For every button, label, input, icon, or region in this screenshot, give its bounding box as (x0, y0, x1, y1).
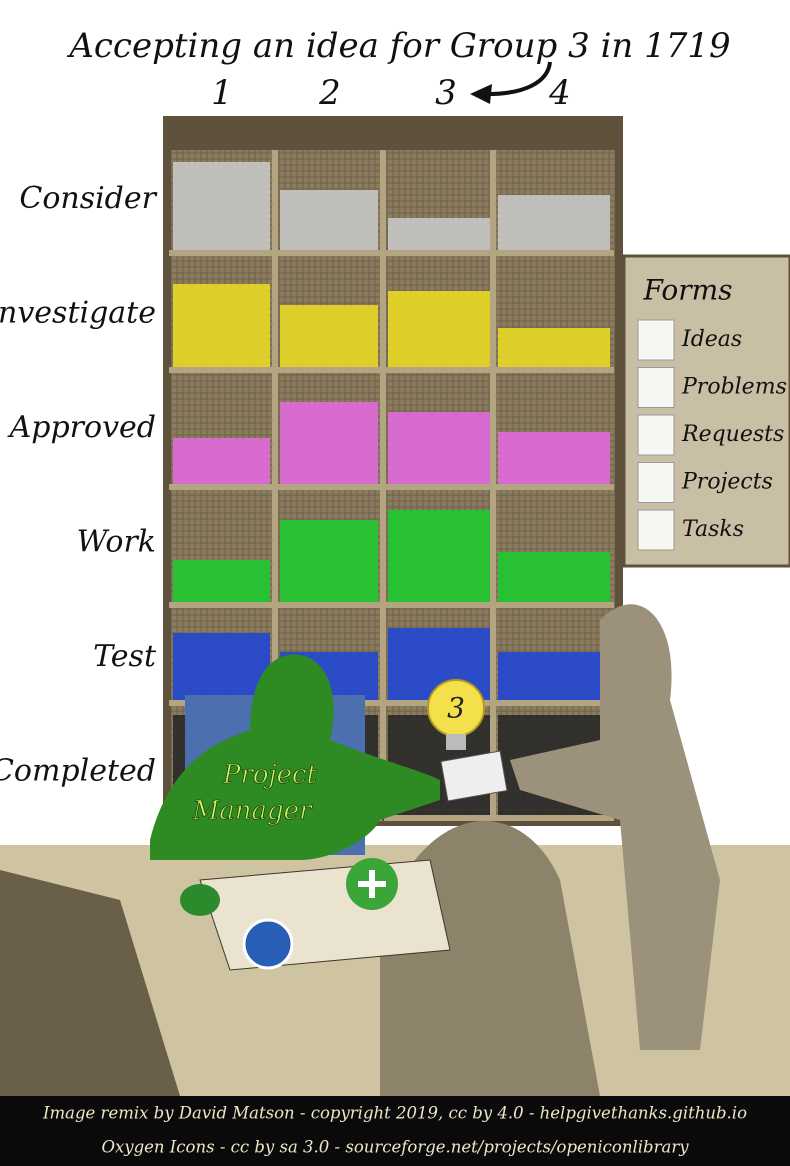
form-item: Ideas (681, 327, 742, 352)
form-item: Problems (681, 375, 787, 400)
form-item: Requests (681, 422, 784, 447)
fabric-stack (498, 432, 610, 484)
shelf-board (384, 250, 494, 256)
form-icon (637, 319, 675, 361)
bulb-base (446, 734, 466, 750)
row-label: Investigate (0, 296, 156, 331)
arrow-head (470, 84, 492, 104)
shelf-board (276, 602, 382, 608)
fabric-stack (498, 652, 610, 700)
shelf-board (494, 700, 614, 706)
forms-title: Forms (642, 274, 732, 307)
shelf-board (169, 367, 274, 373)
divider (490, 150, 496, 818)
row-label: Completed (0, 754, 156, 789)
shelf-board (169, 484, 274, 490)
bug-icon (180, 884, 220, 916)
desk (199, 859, 451, 971)
arrow (487, 61, 552, 96)
fabric-stack (280, 305, 378, 367)
shelf-board (384, 484, 494, 490)
row-label: Work (77, 525, 156, 560)
shelf-board (276, 367, 382, 373)
row-label: Test (93, 639, 157, 674)
fabric-stack (388, 510, 490, 602)
form-item: Tasks (682, 517, 744, 542)
shelf-board (494, 367, 614, 373)
form-icon (637, 509, 675, 551)
shelf-board (494, 815, 614, 821)
title: Accepting an idea for Group 3 in 1719 (66, 26, 730, 66)
footer-line: Image remix by David Matson - copyright … (42, 1104, 747, 1123)
form-icon (637, 462, 675, 503)
plus-sign (358, 870, 386, 898)
manager-label: Manager (192, 796, 313, 826)
shelf-board (494, 250, 614, 256)
form-icon (637, 414, 675, 456)
column-labels: 1 2 3 4 (211, 73, 571, 113)
fabric-stack (173, 162, 270, 250)
column-label: 2 (318, 73, 341, 113)
manager-label: Project (222, 760, 318, 790)
clock-icon (242, 918, 294, 970)
row-label: Consider (19, 181, 157, 216)
shelf-board (494, 602, 614, 608)
figure-standing (510, 604, 720, 1050)
column-label: 4 (548, 73, 571, 113)
column-label: 1 (211, 73, 233, 113)
row-label: Approved (7, 410, 156, 445)
row-labels: Consider Investigate Approved Work Test Compl… (0, 181, 158, 789)
shelf-board (276, 484, 382, 490)
divider (380, 150, 386, 818)
fabric-stack (498, 552, 610, 602)
shelf-board (494, 484, 614, 490)
fabric-stack (280, 402, 378, 484)
fabric-stack (280, 190, 378, 250)
fabric-stack (498, 328, 610, 367)
shelf-board (384, 815, 494, 821)
paper (440, 750, 508, 802)
shelf-board (276, 250, 382, 256)
fabric-stack (388, 218, 490, 250)
column-label: 3 (435, 73, 457, 113)
shelf-board (169, 250, 274, 256)
forms-list: Ideas Problems Requests Projects Tasks (637, 319, 787, 551)
fabric-stack (280, 520, 378, 602)
fabric-stack (498, 195, 610, 250)
form-item: Projects (681, 470, 773, 495)
fabric-stack (173, 560, 270, 602)
divider (272, 150, 278, 818)
fabric-stack (173, 633, 270, 700)
fabric-stack (173, 438, 270, 484)
fabric-stack (173, 284, 270, 367)
shelf-board (169, 602, 274, 608)
figure-left (0, 870, 180, 1096)
fabric-stack (388, 412, 490, 484)
fabric-stack (388, 291, 490, 367)
bulb-label: 3 (447, 692, 465, 725)
manager-figure (150, 654, 440, 860)
form-icon (637, 367, 675, 408)
shelf-board (384, 367, 494, 373)
footer-line: Oxygen Icons - cc by sa 3.0 - sourceforg… (101, 1138, 689, 1157)
footer-bar (0, 1096, 790, 1166)
shelf-board (384, 602, 494, 608)
